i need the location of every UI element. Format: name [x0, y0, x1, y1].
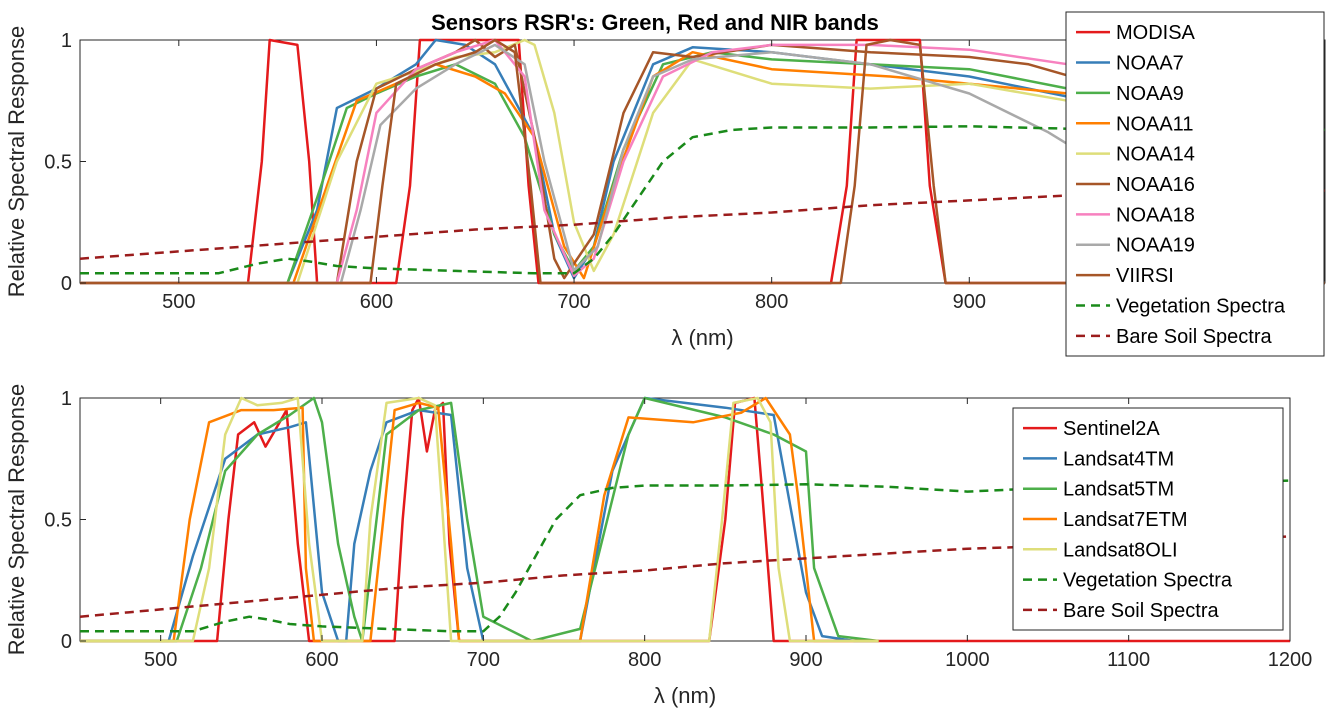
y-axis-label: Relative Spectral Response	[4, 26, 29, 297]
legend-label: Sentinel2A	[1063, 418, 1160, 440]
legend: Sentinel2A Landsat4TM Landsat5TM Landsat7ET…	[1012, 407, 1284, 631]
x-tick-label: 800	[628, 649, 661, 671]
legend-label: NOAA7	[1116, 53, 1184, 75]
y-tick-label: 0.5	[44, 510, 72, 532]
legend-label: Bare Soil Spectra	[1116, 326, 1273, 348]
legend-label: MODISA	[1116, 22, 1196, 44]
y-tick-label: 0.5	[44, 152, 72, 174]
legend-label: Vegetation Spectra	[1063, 570, 1233, 592]
legend-label: NOAA11	[1116, 113, 1193, 135]
x-axis-label: λ (nm)	[654, 683, 716, 708]
legend-label: Landsat8OLI	[1063, 539, 1178, 561]
legend-label: Landsat4TM	[1063, 448, 1174, 470]
x-tick-label: 600	[360, 291, 393, 313]
series-line-sentinel2a	[80, 396, 1290, 643]
x-tick-label: 900	[953, 291, 986, 313]
series-line-vegetation-spectra	[80, 125, 1325, 275]
x-tick-label: 500	[162, 291, 195, 313]
legend-box	[1012, 407, 1284, 631]
series-line-modisa	[80, 38, 1325, 285]
legend-label: Landsat5TM	[1063, 479, 1174, 501]
x-tick-label: 500	[144, 649, 177, 671]
x-tick-label: 900	[789, 649, 822, 671]
x-tick-label: 1200	[1268, 649, 1313, 671]
series-line-landsat7etm	[80, 396, 879, 643]
legend-label: Vegetation Spectra	[1116, 295, 1286, 317]
x-tick-label: 1000	[945, 649, 990, 671]
series-line-landsat8oli	[80, 396, 879, 643]
series-line-viirsi	[80, 38, 1325, 285]
bottom-panel: 500 600 700 800 900 1000 1100 1200 0 0.5 1 λ (nm) Re…	[4, 384, 1312, 708]
x-tick-label: 1100	[1107, 649, 1150, 671]
top-panel: 500600700800900100000.51λ (nm)Relative S…	[4, 11, 1326, 357]
legend-label: VIIRSI	[1116, 265, 1174, 287]
legend-label: Landsat7ETM	[1063, 509, 1188, 531]
legend-label: Bare Soil Spectra	[1063, 600, 1220, 622]
series-line-vegetation-spectra	[80, 479, 1291, 633]
y-tick-label: 0	[61, 273, 72, 295]
y-axis-label: Relative Spectral Response	[4, 384, 29, 655]
x-tick-label: 600	[305, 649, 338, 671]
legend-label: NOAA14	[1116, 144, 1195, 166]
chart-title: Sensors RSR's: Green, Red and NIR bands	[431, 10, 879, 35]
y-tick-label: 1	[61, 30, 72, 52]
legend: MODISA NOAA7 NOAA9 NOAA11 NOAA14 NOAA16 NOAA18…	[1065, 11, 1325, 357]
x-axis-label: λ (nm)	[671, 325, 733, 350]
legend-label: NOAA18	[1116, 204, 1195, 226]
x-tick-label: 800	[755, 291, 788, 313]
x-tick-label: 700	[467, 649, 500, 671]
y-tick-label: 1	[61, 388, 72, 410]
y-tick-label: 0	[61, 631, 72, 653]
series-lines	[79, 396, 1291, 643]
legend-label: NOAA9	[1116, 83, 1184, 105]
legend-label: NOAA19	[1116, 235, 1195, 257]
legend-label: NOAA16	[1116, 174, 1195, 196]
x-tick-label: 700	[557, 291, 590, 313]
